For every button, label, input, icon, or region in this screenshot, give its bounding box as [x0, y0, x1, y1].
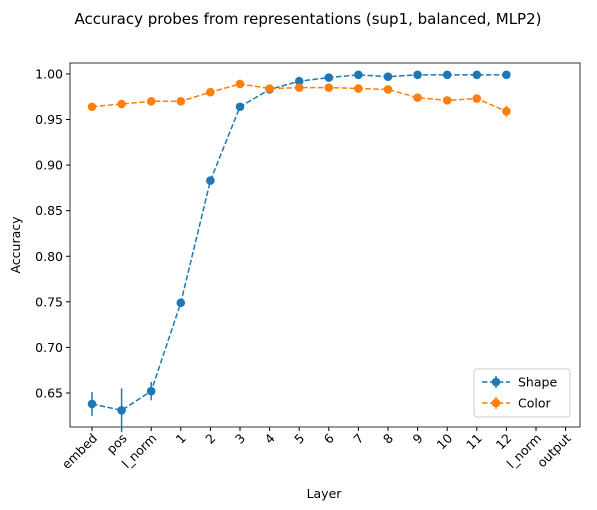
x-axis-label: Layer	[307, 486, 343, 501]
y-tick-label: 0.75	[35, 294, 63, 309]
marker	[442, 70, 452, 80]
marker	[146, 386, 156, 396]
marker	[383, 72, 393, 81]
y-tick-label: 0.65	[35, 385, 63, 400]
y-tick-label: 0.80	[35, 249, 63, 264]
marker	[117, 99, 126, 109]
marker	[206, 87, 215, 97]
x-tick-label: output	[534, 430, 574, 470]
chart-title: Accuracy probes from representations (su…	[74, 10, 541, 28]
marker	[146, 96, 156, 106]
marker	[324, 73, 334, 82]
marker	[87, 399, 97, 409]
marker	[176, 96, 186, 106]
legend-label: Shape	[518, 375, 557, 390]
marker	[117, 406, 126, 415]
marker	[265, 84, 274, 93]
x-tick-label: 6	[321, 430, 337, 446]
legend-marker	[491, 398, 501, 408]
marker	[502, 107, 511, 116]
x-tick-label: 3	[232, 431, 248, 447]
x-tick-label: 9	[409, 430, 425, 446]
x-tick-label: 7	[350, 431, 366, 447]
marker	[472, 94, 482, 103]
x-tick-label: 10	[433, 430, 455, 452]
marker	[413, 93, 422, 102]
marker	[176, 298, 186, 308]
x-tick-label: 2	[202, 431, 218, 447]
y-tick-label: 0.70	[35, 340, 63, 355]
plot-frame	[69, 62, 581, 428]
marker	[442, 96, 452, 105]
marker	[354, 70, 363, 80]
x-tick-label: embed	[59, 431, 100, 472]
series-line	[91, 74, 507, 412]
y-tick-label: 0.95	[35, 112, 63, 127]
marker	[472, 70, 482, 80]
x-tick-label: 12	[493, 431, 515, 453]
legend-label: Color	[518, 396, 551, 411]
marker	[324, 83, 334, 92]
marker	[354, 84, 363, 93]
x-tick-label: 1	[173, 431, 189, 447]
marker	[294, 83, 304, 92]
marker	[502, 70, 511, 80]
y-tick-label: 1.00	[35, 66, 63, 81]
x-tick-label: 8	[380, 430, 396, 446]
y-tick-label: 0.90	[35, 158, 63, 173]
y-tick-label: 0.85	[35, 203, 63, 218]
x-tick-label: 11	[463, 431, 485, 453]
y-axis-label: Accuracy	[8, 216, 23, 274]
marker	[87, 102, 97, 112]
marker	[383, 85, 393, 94]
x-tick-label: 4	[261, 430, 277, 446]
marker	[235, 102, 245, 112]
marker	[413, 70, 422, 80]
marker	[235, 79, 245, 89]
x-tick-label: 5	[291, 431, 307, 447]
marker	[206, 176, 215, 185]
marker	[294, 76, 304, 86]
legend-marker	[491, 377, 501, 387]
